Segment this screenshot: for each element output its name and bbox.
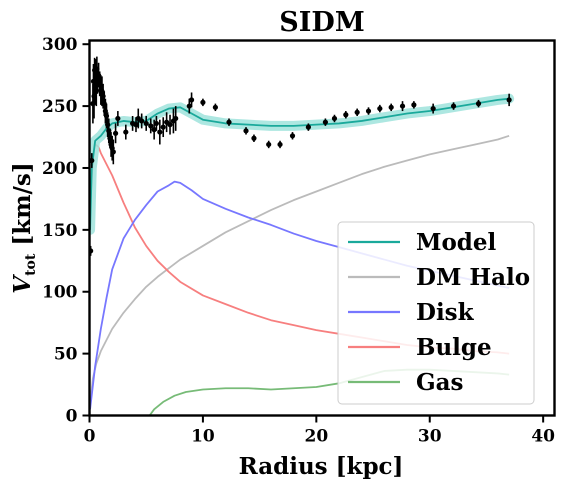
x-tick-label: 40: [531, 427, 555, 447]
data-point: [115, 115, 121, 122]
y-tick-label: 150: [42, 221, 78, 241]
data-point: [110, 149, 116, 155]
x-tick-label: 20: [304, 427, 328, 447]
data-point: [112, 130, 119, 136]
data-point: [160, 124, 166, 130]
x-axis-label: Radius [kpc]: [239, 453, 404, 480]
y-tick-label: 0: [66, 407, 78, 427]
data-point: [186, 103, 192, 109]
data-point: [151, 127, 157, 133]
legend-box: [337, 221, 535, 405]
data-point: [173, 115, 179, 122]
data-point: [157, 129, 163, 135]
data-point: [354, 109, 360, 115]
y-tick-label: 50: [54, 345, 78, 365]
data-point: [377, 105, 383, 112]
data-point: [251, 135, 257, 141]
axes-frame: [88, 39, 556, 417]
legend-label-dm-halo: DM Halo: [416, 264, 530, 291]
data-point: [388, 104, 394, 110]
y-axis: 0 50 100 150 200 250 300: [42, 35, 90, 427]
x-axis: 0 10 20 30 40: [84, 415, 555, 447]
data-point: [133, 122, 139, 128]
y-axis-label-sub: tot: [23, 253, 39, 276]
data-point: [123, 129, 129, 135]
y-tick-label: 300: [42, 35, 78, 55]
legend-label-disk: Disk: [416, 299, 475, 326]
y-axis-label: Vtot [km/s]: [9, 162, 39, 294]
legend-label-model: Model: [416, 229, 497, 256]
data-point: [143, 120, 149, 127]
data-point: [322, 119, 329, 125]
data-point: [89, 157, 95, 164]
data-point: [506, 97, 512, 103]
data-point: [289, 133, 296, 139]
x-tick-label: 0: [84, 427, 96, 447]
legend-label-gas: Gas: [416, 369, 464, 396]
data-point: [167, 122, 173, 128]
data-point: [343, 112, 349, 118]
data-point: [139, 118, 145, 124]
y-tick-label: 100: [42, 283, 78, 303]
legend-label-bulge: Bulge: [416, 334, 492, 361]
data-point: [365, 108, 372, 114]
data-point: [430, 105, 436, 112]
x-tick-label: 30: [418, 427, 442, 447]
y-axis-label-main: V: [9, 274, 36, 294]
data-point: [266, 141, 272, 148]
data-point: [450, 103, 457, 109]
legend: Model DM Halo Disk Bulge Gas: [337, 221, 535, 405]
data-point: [331, 115, 338, 122]
data-point: [153, 120, 160, 127]
series-line-dm-halo: [89, 134, 510, 404]
x-tick-label: 10: [191, 427, 215, 447]
series-band-model: [89, 93, 515, 235]
y-tick-label: 250: [42, 97, 78, 117]
y-axis-label-unit: [km/s]: [9, 162, 36, 253]
chart-title: SIDM: [279, 7, 364, 38]
data-point: [411, 102, 417, 108]
y-tick-label: 200: [42, 159, 78, 179]
data-point: [226, 119, 232, 125]
data-point: [212, 104, 218, 110]
data-point: [475, 101, 482, 107]
data-point: [243, 128, 249, 134]
plot-area: [89, 56, 515, 416]
data-point: [305, 124, 311, 130]
data-point: [399, 103, 406, 109]
data-point: [277, 141, 283, 148]
data-point: [188, 97, 195, 103]
data-point: [148, 123, 154, 129]
data-point: [200, 99, 206, 105]
